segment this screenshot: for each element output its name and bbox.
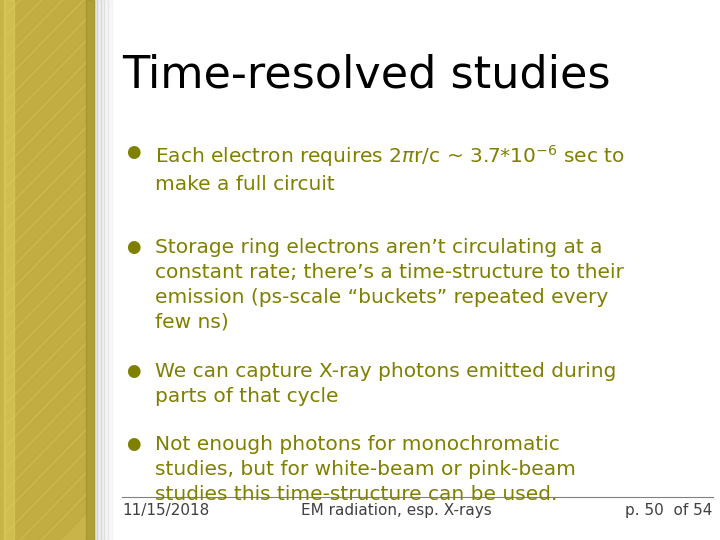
Bar (101, 0, 104, 540)
Polygon shape (7, 194, 86, 292)
Polygon shape (7, 302, 86, 400)
Polygon shape (7, 86, 86, 184)
Text: ●: ● (126, 435, 140, 453)
Polygon shape (7, 65, 86, 162)
Polygon shape (7, 43, 86, 140)
Polygon shape (7, 151, 86, 248)
Text: Each electron requires 2$\pi$r/c ~ 3.7*10$^{-6}$ sec to
make a full circuit: Each electron requires 2$\pi$r/c ~ 3.7*1… (155, 143, 625, 194)
Polygon shape (7, 454, 86, 540)
Text: We can capture X-ray photons emitted during
parts of that cycle: We can capture X-ray photons emitted dur… (155, 362, 616, 406)
Polygon shape (7, 130, 86, 227)
Text: Not enough photons for monochromatic
studies, but for white-beam or pink-beam
st: Not enough photons for monochromatic stu… (155, 435, 576, 504)
Polygon shape (7, 432, 86, 529)
Text: ●: ● (126, 362, 140, 380)
Text: Storage ring electrons aren’t circulating at a
constant rate; there’s a time-str: Storage ring electrons aren’t circulatin… (155, 238, 624, 332)
Polygon shape (7, 389, 86, 486)
Text: ●: ● (126, 238, 140, 255)
Polygon shape (7, 0, 86, 97)
Polygon shape (7, 367, 86, 464)
Bar (86, 0, 94, 540)
Polygon shape (7, 324, 86, 421)
Bar (4, 0, 14, 540)
Text: p. 50  of 54: p. 50 of 54 (626, 503, 713, 518)
Text: ●: ● (126, 143, 140, 161)
Bar (108, 0, 112, 540)
Polygon shape (7, 475, 86, 540)
Polygon shape (7, 173, 86, 270)
Text: EM radiation, esp. X-rays: EM radiation, esp. X-rays (301, 503, 491, 518)
Text: Time-resolved studies: Time-resolved studies (122, 54, 611, 97)
Polygon shape (7, 259, 86, 356)
Polygon shape (7, 410, 86, 508)
Polygon shape (7, 346, 86, 443)
Polygon shape (7, 216, 86, 313)
Bar (104, 0, 108, 540)
Polygon shape (7, 0, 86, 11)
Polygon shape (7, 0, 86, 32)
Polygon shape (7, 238, 86, 335)
Polygon shape (7, 22, 86, 119)
Polygon shape (7, 281, 86, 378)
Polygon shape (7, 497, 86, 540)
Text: 11/15/2018: 11/15/2018 (122, 503, 210, 518)
Bar (94, 0, 97, 540)
Polygon shape (7, 0, 86, 54)
Polygon shape (7, 0, 86, 76)
Polygon shape (7, 108, 86, 205)
Bar (97, 0, 101, 540)
